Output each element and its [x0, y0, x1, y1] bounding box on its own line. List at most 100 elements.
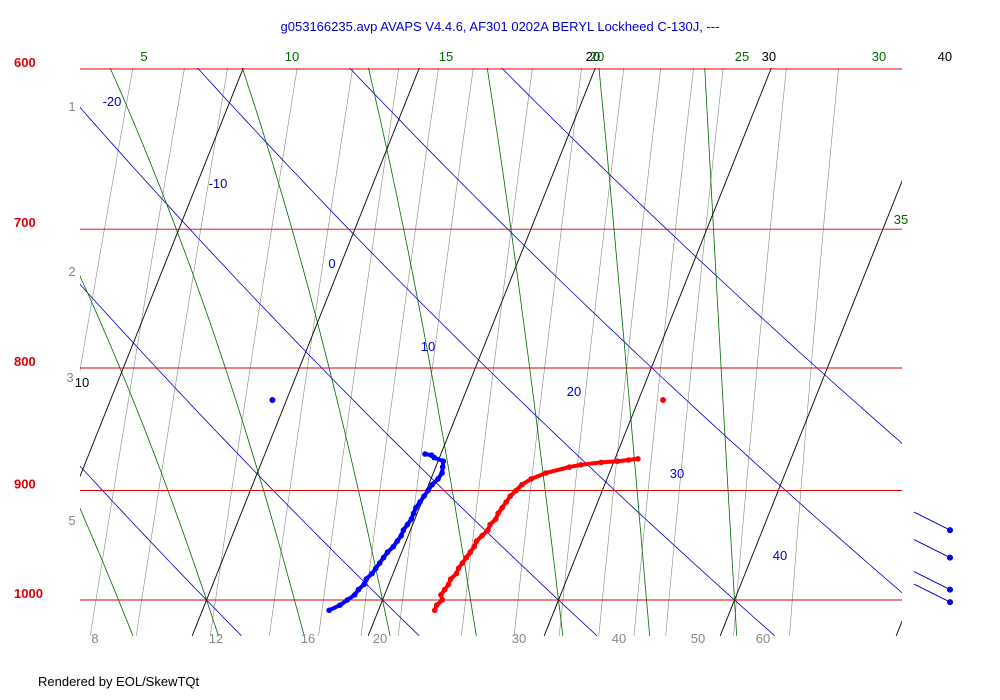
moist-adiabat-line: [0, 60, 47, 636]
isotherm-line: [543, 68, 772, 636]
isotherm-line: [719, 180, 902, 636]
dewpoint-point: [440, 458, 447, 465]
dewpoint-point: [404, 521, 411, 528]
mixing-ratio-line: [269, 68, 353, 636]
isotherm-line: [895, 620, 902, 636]
dewpoint-point: [380, 554, 387, 561]
wind-barb-staff: [913, 511, 951, 531]
moist-adiabat-label: 20: [590, 49, 604, 64]
dry-adiabat-line: [80, 465, 242, 637]
mixing-ratio-line: [360, 68, 439, 636]
mixing-ratio-label: 16: [301, 631, 315, 646]
temperature-point: [467, 549, 474, 555]
dewpoint-point: [439, 470, 445, 476]
temperature-point: [625, 457, 632, 463]
mixing-ratio-line: [665, 68, 724, 636]
pressure-label: 600: [14, 55, 36, 70]
moist-adiabat-line: [241, 68, 391, 636]
wind-barb-station: [947, 586, 953, 593]
dry-adiabat-line: [349, 68, 902, 594]
mixing-ratio-label: 30: [512, 631, 526, 646]
pressure-label: 700: [14, 215, 36, 230]
axis-labels: 600700800900100020304050605101520253035-…: [14, 49, 952, 646]
temperature-point: [442, 586, 448, 593]
mixing-ratio-line: [0, 60, 70, 636]
dewpoint-point: [413, 504, 419, 511]
moist-adiabat-line: [598, 68, 651, 636]
dry-adiabat-line: [80, 283, 420, 637]
dewpoint-point: [344, 597, 351, 603]
mixing-ratio-line: [558, 68, 625, 636]
dewpoint-point: [394, 538, 401, 544]
height-km-label: 3: [66, 370, 73, 385]
temperature-point: [438, 592, 444, 598]
dry-adiabat-label: 20: [567, 384, 581, 399]
dewpoint-point: [337, 602, 343, 608]
moist-adiabat-label: 25: [735, 49, 749, 64]
dewpoint-point: [428, 452, 435, 459]
temperature-point: [519, 481, 525, 488]
moist-adiabat-label: 5: [140, 49, 147, 64]
wind-barb-station: [947, 599, 953, 606]
wind-barb-staff: [913, 539, 951, 559]
pressure-label: 1000: [14, 586, 43, 601]
dewpoint-point: [425, 487, 431, 494]
dewpoint-point: [422, 451, 428, 457]
mixing-ratio-line: [397, 68, 474, 636]
temperature-point: [598, 459, 604, 466]
dry-adiabat-line: [197, 68, 775, 637]
dry-adiabat-label: -20: [103, 94, 122, 109]
dewpoint-point: [390, 543, 397, 550]
temperature-point: [528, 476, 535, 482]
temperature-trace: [432, 456, 640, 613]
moist-adiabat-label: 30: [872, 49, 886, 64]
mixing-ratio-line: [733, 68, 787, 636]
dewpoint-point: [439, 464, 446, 470]
temperature-point: [566, 464, 573, 470]
temperature-point: [439, 597, 446, 603]
mixing-ratio-line: [513, 68, 582, 636]
dewpoint-point: [421, 493, 427, 500]
temperature-point: [433, 602, 440, 608]
mixing-ratio-line: [80, 68, 134, 373]
pressure-label: 900: [14, 477, 36, 492]
temperature-point: [578, 462, 584, 468]
isotherm-line: [191, 68, 420, 636]
isotherm-line: [367, 68, 596, 636]
temperature-point: [507, 493, 513, 500]
dry-adiabat-label: 30: [670, 466, 684, 481]
mixing-ratio-label: 20: [373, 631, 387, 646]
temperature-point: [485, 527, 491, 533]
temperature-point: [479, 532, 485, 539]
temperature-point: [513, 487, 519, 494]
temperature-point: [473, 538, 480, 544]
moist-adiabat-line: [704, 68, 738, 636]
isotherm-left-label: 10: [75, 375, 89, 390]
isotherm-line: [0, 60, 70, 636]
dewpoint-point: [398, 532, 405, 539]
mixing-ratio-line: [598, 68, 662, 636]
footer-credit: Rendered by EOL/SkewTQt: [38, 674, 200, 689]
dewpoint-point: [384, 549, 391, 555]
isotherm-line: [80, 68, 244, 478]
moist-adiabat-label: 35: [894, 212, 908, 227]
dewpoint-point: [369, 570, 375, 577]
chart-title: g053166235.avp AVAPS V4.4.6, AF301 0202A…: [281, 19, 720, 34]
sounding-traces: [269, 397, 667, 614]
dry-adiabat-label: 0: [328, 256, 335, 271]
temperature-point: [463, 554, 470, 561]
mixing-ratio-label: 8: [91, 631, 98, 646]
pressure-label: 800: [14, 354, 36, 369]
wind-barb-station: [947, 527, 953, 534]
height-km-label: 5: [68, 513, 75, 528]
moist-adiabat-line: [80, 507, 134, 636]
isotherm-top-label: 30: [762, 49, 776, 64]
temperature-isolated-point: [660, 397, 667, 403]
dewpoint-point: [355, 586, 362, 593]
dry-adiabat-label: 10: [421, 339, 435, 354]
moist-adiabat-label: 15: [439, 49, 453, 64]
dry-adiabat-line: [80, 106, 598, 637]
temperature-point: [503, 499, 510, 505]
dewpoint-trace: [327, 452, 446, 613]
dry-adiabat-label: -10: [209, 176, 228, 191]
